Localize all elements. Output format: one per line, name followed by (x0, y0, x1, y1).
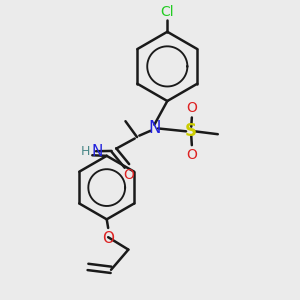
Text: N: N (92, 144, 103, 159)
Text: O: O (123, 168, 134, 182)
Text: Cl: Cl (160, 5, 174, 19)
Text: N: N (148, 119, 160, 137)
Text: O: O (102, 231, 114, 246)
Text: H: H (80, 145, 90, 158)
Text: O: O (186, 148, 197, 162)
Text: S: S (184, 122, 196, 140)
Text: O: O (186, 100, 197, 115)
